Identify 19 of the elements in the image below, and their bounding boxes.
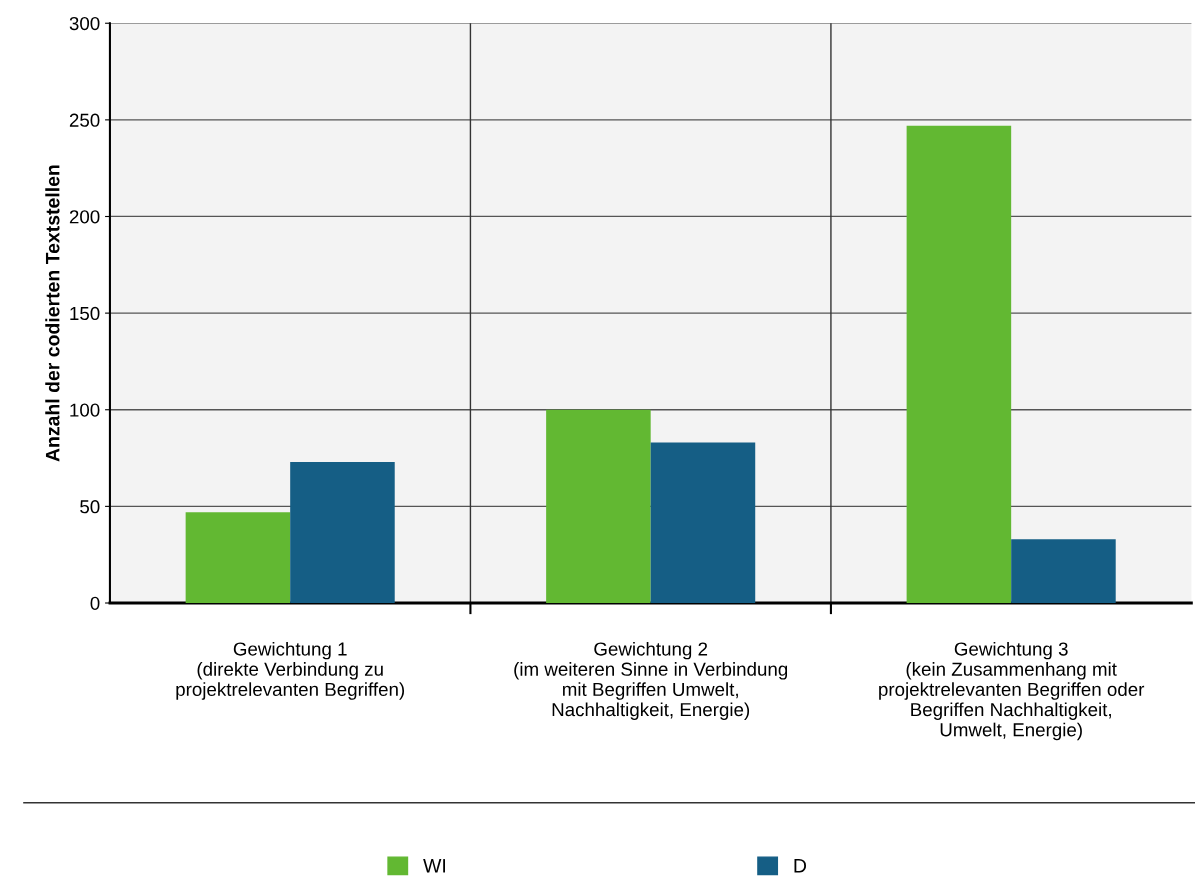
bar (1011, 539, 1116, 603)
y-tick-label: 100 (70, 403, 100, 417)
x-tick-label: Gewichtung 3 (kein Zusammenhang mit projektrelevanten Begriffen oder Begriffen Nachhaltigkeit, Umwelt, Energie) (879, 641, 1145, 741)
x-tick-label: Gewichtung 2 (im weiteren Sinne in Verbindung mit Begriffen Umwelt, Nachhaltigkeit, Energie) (514, 641, 788, 720)
y-axis-title: Anzahl der codierten Textstellen (45, 165, 60, 462)
y-tick-label: 150 (70, 306, 100, 321)
y-tick-label: 0 (90, 596, 100, 610)
y-tick-label: 250 (69, 113, 100, 127)
bar (906, 125, 1012, 603)
legend-label: WI (423, 859, 446, 873)
bar (650, 442, 756, 603)
y-tick-label: 200 (69, 210, 100, 224)
bar (290, 461, 395, 603)
bar (546, 409, 651, 603)
y-tick-label: 50 (80, 500, 100, 514)
x-tick-label: Gewichtung 1 (direkte Verbindung zu projektrelevanten Begriffen) (176, 641, 405, 700)
legend-label: D (794, 859, 807, 873)
y-tick-label: 300 (69, 16, 100, 31)
bar (185, 512, 291, 603)
